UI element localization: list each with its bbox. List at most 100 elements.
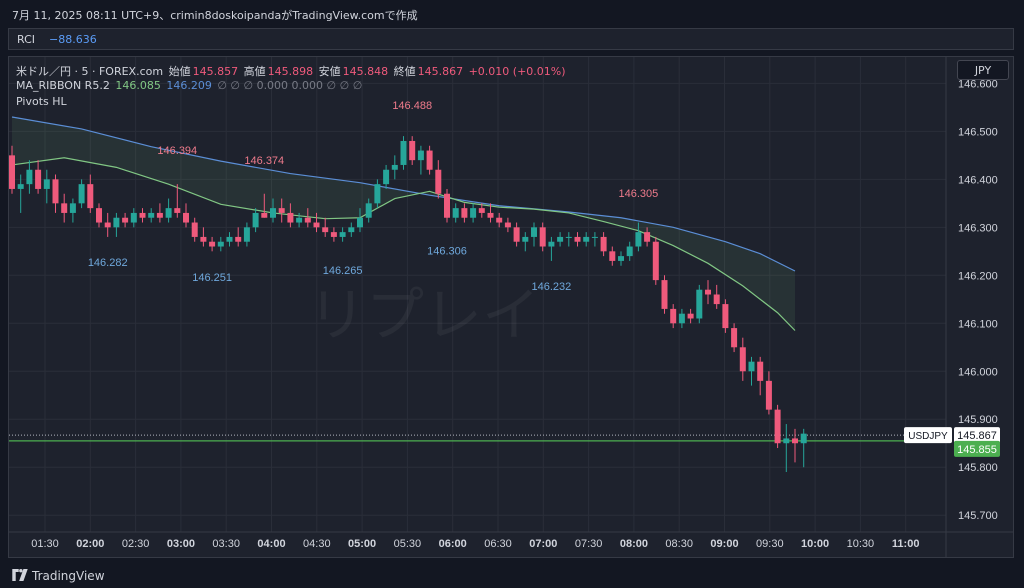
candle-body: [278, 208, 285, 213]
y-tick-label: 145.900: [958, 414, 998, 426]
candle-body: [339, 232, 346, 237]
candle-body: [565, 236, 572, 238]
candle-body: [122, 217, 129, 223]
candle-body: [548, 241, 555, 247]
x-tick-label: 10:30: [847, 538, 875, 550]
candle-body: [504, 222, 511, 228]
x-tick-label: 04:30: [303, 538, 331, 550]
candle-body: [731, 328, 738, 348]
candle-body: [130, 212, 137, 223]
candle-body: [739, 347, 746, 372]
candle-body: [757, 361, 764, 381]
low-value: 145.848: [342, 65, 389, 78]
rci-pane[interactable]: RCI −88.636: [8, 28, 1014, 50]
y-tick-label: 146.100: [958, 318, 998, 330]
candle-body: [670, 308, 677, 324]
candle-body: [270, 208, 276, 218]
candle-body: [357, 217, 363, 228]
currency-button[interactable]: JPY: [957, 60, 1009, 80]
candle-body: [765, 380, 772, 410]
y-tick-label: 145.700: [958, 510, 998, 522]
y-tick-label: 146.400: [958, 174, 998, 186]
x-tick-label: 07:30: [575, 538, 603, 550]
tradingview-logo-icon: [12, 569, 28, 581]
candle-body: [626, 246, 633, 257]
footer-bar: TradingView: [0, 564, 1024, 588]
candle-body: [452, 208, 459, 218]
footer-brand: TradingView: [32, 569, 105, 583]
candle-body: [235, 236, 242, 242]
candle-body: [113, 217, 120, 228]
candle-body: [496, 217, 503, 223]
candle-body: [583, 236, 590, 242]
candle-body: [591, 236, 598, 238]
candle-body: [444, 193, 450, 218]
ma-ribbon-name: MA_RIBBON R5.2: [16, 79, 110, 92]
candle-body: [383, 169, 390, 185]
symbol-tag-label: USDJPY: [908, 431, 948, 442]
main-chart-pane[interactable]: [8, 56, 1014, 558]
ma-fast-line: [11, 157, 796, 331]
ma-ribbon-value-2: 146.209: [166, 79, 212, 92]
candle-body: [748, 361, 755, 372]
candle-body: [800, 433, 807, 444]
candle-body: [296, 217, 303, 223]
candle-body: [722, 304, 729, 329]
x-tick-label: 05:30: [394, 538, 422, 550]
candle-body: [417, 150, 424, 161]
x-tick-label: 04:00: [257, 538, 285, 550]
low-label: 安値: [318, 65, 341, 78]
last-price-tag-box: [954, 427, 1000, 444]
x-tick-label: 09:00: [710, 538, 738, 550]
x-tick-label: 03:00: [167, 538, 195, 550]
x-tick-label: 06:00: [439, 538, 467, 550]
green-price-tag-box: [954, 440, 1000, 457]
candle-body: [365, 203, 372, 218]
candle-body: [148, 212, 155, 218]
close-value: 145.867: [417, 65, 464, 78]
candle-body: [200, 236, 207, 242]
candle-body: [513, 227, 520, 242]
symbol-tag-box: [904, 427, 952, 444]
candle-body: [287, 212, 294, 223]
candle-body: [322, 227, 329, 233]
y-tick-label: 146.600: [958, 78, 998, 90]
x-tick-label: 08:30: [665, 538, 693, 550]
rci-label: RCI: [17, 33, 36, 46]
candle-body: [574, 236, 581, 242]
candle-body: [87, 184, 94, 209]
x-tick-label: 06:30: [484, 538, 512, 550]
candle-body: [374, 184, 381, 204]
symbol-name[interactable]: 米ドル／円 · 5 · FOREX.com: [16, 65, 164, 78]
candle-body: [35, 169, 42, 189]
candle-body: [226, 236, 233, 242]
green-price-tag-value: 145.855: [957, 444, 997, 456]
candle-body: [687, 313, 694, 319]
open-label: 始値: [168, 65, 191, 78]
x-tick-label: 05:00: [348, 538, 376, 550]
candle-body: [9, 155, 15, 189]
pivots-legend[interactable]: Pivots HL: [16, 95, 69, 108]
candle-body: [261, 212, 268, 218]
candle-body: [313, 222, 320, 228]
pivot-low-label: 146.251: [192, 272, 232, 284]
pivots-name: Pivots HL: [16, 95, 67, 108]
candle-body: [209, 241, 216, 247]
y-tick-label: 145.800: [958, 462, 998, 474]
candle-body: [522, 236, 529, 242]
candle-body: [774, 409, 781, 444]
candle-body: [17, 184, 24, 189]
open-value: 145.857: [192, 65, 239, 78]
candle-body: [478, 208, 485, 213]
candle-body: [156, 212, 163, 218]
candle-body: [217, 241, 224, 247]
candle-body: [252, 212, 259, 228]
top-caption-bar: 7月 11, 2025 08:11 UTC+9、crimin8doskoipan…: [0, 0, 1024, 28]
candle-body: [43, 179, 50, 189]
ma-ribbon-legend[interactable]: MA_RIBBON R5.2 146.085 146.209 ∅ ∅ ∅ 0.0…: [16, 79, 364, 92]
x-tick-label: 08:00: [620, 538, 648, 550]
candle-body: [470, 208, 477, 218]
candle-body: [435, 169, 442, 194]
candle-body: [531, 227, 537, 237]
price-chart[interactable]: 146.600 146.500 146.400 146.300 146.200 146.1…: [0, 0, 1024, 564]
